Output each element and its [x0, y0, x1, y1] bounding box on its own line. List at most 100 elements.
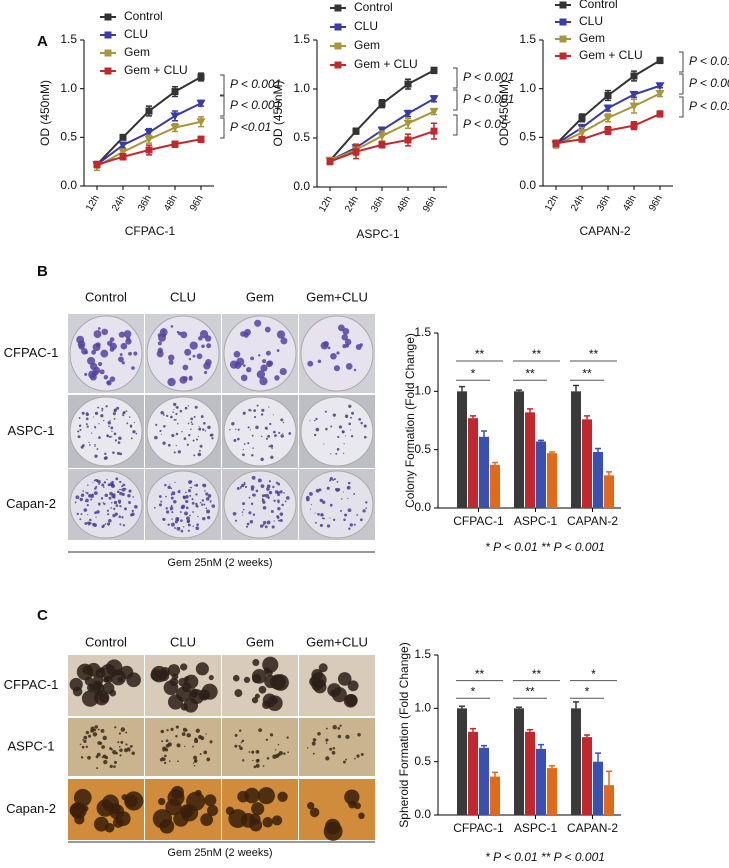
colony	[319, 498, 324, 503]
colony	[337, 324, 345, 332]
colony	[278, 519, 281, 522]
x-tick-label: 36h	[595, 193, 613, 213]
p-value: P < 0.001	[230, 77, 281, 91]
colony	[133, 422, 135, 424]
bar	[536, 441, 546, 508]
colony	[100, 728, 105, 733]
colony	[119, 491, 123, 496]
row-label: Capan-2	[6, 496, 56, 511]
colony	[103, 481, 106, 484]
colony	[271, 447, 273, 449]
colony	[182, 376, 188, 382]
colony	[236, 486, 240, 490]
sig-stars: **	[525, 366, 535, 380]
colony	[204, 794, 217, 807]
colony	[202, 428, 205, 431]
colony	[200, 736, 205, 741]
marker	[197, 135, 205, 143]
colony	[97, 406, 100, 409]
y-tick-label: 1.5	[293, 32, 310, 46]
colony	[92, 674, 104, 686]
colony	[259, 377, 268, 386]
colony	[126, 422, 129, 425]
colony	[343, 443, 345, 445]
colony	[356, 514, 359, 516]
bar	[490, 776, 500, 815]
colony	[203, 503, 206, 506]
y-tick-label: 0.5	[293, 130, 310, 144]
colony	[252, 493, 256, 497]
colony	[232, 674, 240, 682]
colony	[93, 491, 98, 495]
colony	[342, 452, 345, 455]
colony	[165, 743, 170, 748]
colony	[318, 488, 322, 492]
colony	[114, 439, 118, 442]
colony	[180, 519, 183, 523]
colony	[190, 428, 192, 431]
colony	[122, 483, 126, 487]
colony	[126, 336, 131, 341]
legend-marker	[559, 52, 567, 60]
x-tick-label: 96h	[188, 193, 206, 213]
colony	[175, 412, 178, 416]
colony	[128, 501, 131, 504]
colony	[253, 415, 257, 419]
colony	[99, 693, 109, 703]
colony	[274, 749, 277, 751]
colony	[99, 741, 103, 745]
colony	[164, 483, 167, 487]
colony	[171, 518, 173, 520]
marker	[629, 91, 639, 100]
footnote: * P < 0.01 ** P < 0.001	[485, 850, 605, 864]
colony	[92, 343, 101, 352]
y-tick-label: 0.0	[519, 178, 536, 192]
colony	[80, 513, 83, 516]
colony	[101, 328, 109, 336]
colony	[109, 337, 115, 342]
legend-label: Gem	[579, 31, 605, 45]
colony	[108, 496, 112, 500]
error-bar	[595, 752, 601, 762]
colony	[351, 411, 355, 415]
error-bar	[481, 744, 487, 748]
y-tick-label: 0.0	[414, 807, 431, 821]
colony	[164, 754, 167, 758]
colony	[199, 753, 202, 756]
colony	[233, 438, 237, 442]
colony	[193, 484, 196, 486]
colony	[114, 512, 119, 516]
colony	[255, 750, 260, 754]
colony	[350, 434, 354, 438]
colony	[285, 496, 290, 500]
colony	[195, 789, 202, 797]
marker	[171, 140, 179, 148]
colony	[186, 516, 190, 521]
bracket	[220, 117, 225, 139]
colony	[81, 690, 99, 707]
colony	[115, 669, 122, 676]
colony	[124, 791, 144, 811]
colony	[248, 511, 252, 515]
bracket	[220, 74, 225, 96]
colony	[182, 526, 185, 528]
colony	[93, 523, 97, 527]
colony	[200, 813, 214, 826]
colony	[262, 765, 265, 767]
panel-label: A	[37, 33, 48, 50]
marker	[196, 99, 206, 108]
colony	[104, 523, 107, 525]
colony	[119, 480, 122, 484]
colony	[251, 475, 256, 480]
colony	[113, 417, 116, 420]
y-tick-label: 0.5	[414, 754, 431, 768]
dish	[69, 396, 143, 467]
colony	[281, 503, 284, 507]
colony	[173, 811, 189, 827]
colony	[191, 498, 194, 501]
x-tick-label: CAPAN-2	[567, 821, 618, 835]
y-axis-title: OD (450nM)	[497, 80, 511, 146]
colony	[254, 693, 260, 699]
x-tick-label: 48h	[621, 193, 639, 213]
colony	[103, 375, 109, 380]
